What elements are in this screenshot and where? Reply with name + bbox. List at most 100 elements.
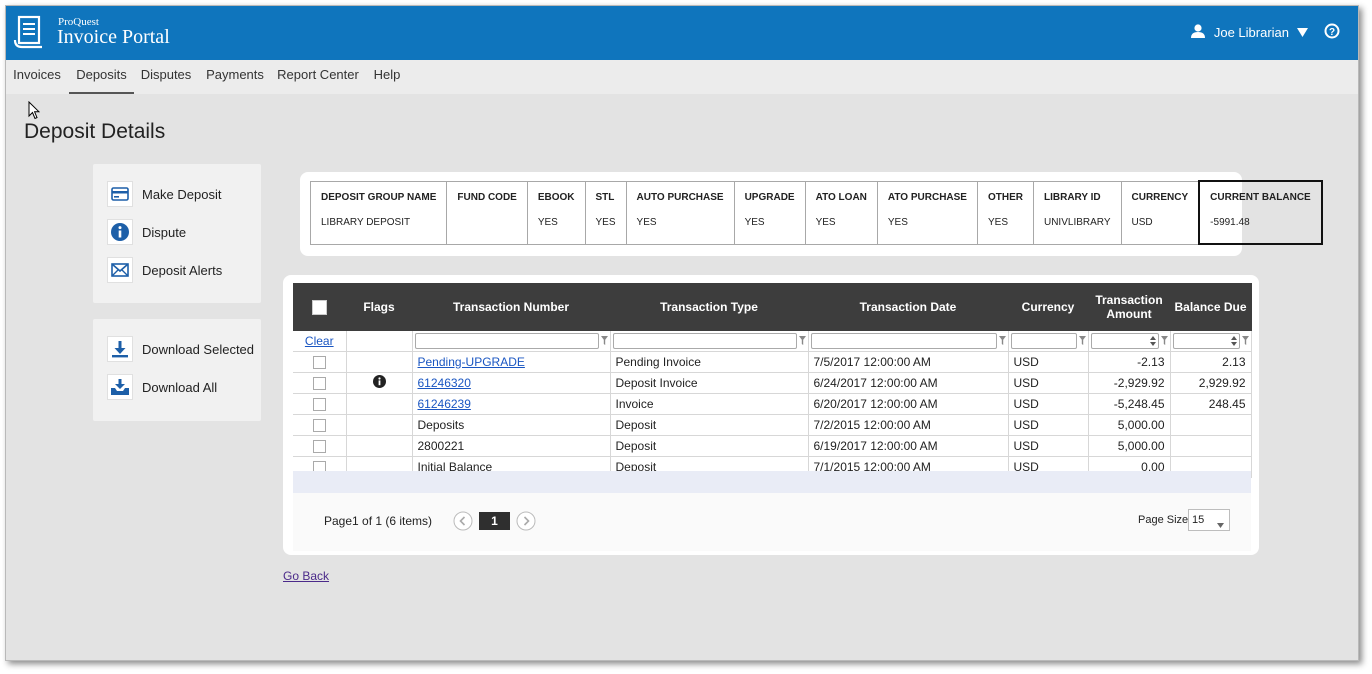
row-checkbox[interactable]: [312, 439, 326, 453]
main-nav: Invoices Deposits Disputes Payments Repo…: [6, 60, 1358, 94]
row-checkbox[interactable]: [312, 397, 326, 411]
amount-filter-input[interactable]: [1090, 332, 1159, 349]
tab-payments[interactable]: Payments: [206, 67, 264, 82]
transaction-number-link[interactable]: 61246320: [417, 375, 471, 390]
spinner-arrows-icon[interactable]: [1230, 335, 1237, 349]
download-selected-button[interactable]: Download Selected: [107, 336, 254, 362]
filter-row: Clear: [293, 331, 1252, 352]
transaction-number-link[interactable]: Pending-UPGRADE: [417, 354, 525, 369]
transaction-number-link[interactable]: 61246239: [417, 396, 471, 411]
filter-funnel-icon[interactable]: [998, 334, 1006, 348]
transaction-date-filter-cell: [808, 331, 1009, 352]
grid-empty-area: [293, 471, 1251, 494]
balance-due-cell: [1170, 414, 1252, 436]
row-checkbox[interactable]: [312, 355, 326, 369]
download-all-label: Download All: [142, 379, 218, 395]
transaction-type-filter-input[interactable]: [612, 332, 797, 349]
deposit-alerts-button[interactable]: Deposit Alerts: [107, 257, 222, 283]
balance-due-cell: 248.45: [1170, 393, 1252, 415]
transaction-amount-cell: -2.13: [1088, 351, 1171, 373]
summary-cell-ebook: EBOOK YES: [526, 180, 586, 245]
page-1-button[interactable]: 1: [479, 512, 510, 530]
transaction-date-cell: 6/20/2017 12:00:00 AM: [808, 393, 1009, 415]
brand-small-text: ProQuest: [58, 16, 99, 28]
tab-invoices[interactable]: Invoices: [13, 67, 61, 82]
transaction-amount-cell: -2,929.92: [1088, 372, 1171, 394]
header-currency[interactable]: Currency: [1008, 283, 1089, 331]
invoice-portal-logo-icon[interactable]: [12, 14, 46, 50]
page-size-value: 15: [1192, 514, 1205, 526]
tab-disputes[interactable]: Disputes: [140, 67, 192, 82]
transaction-amount-cell: 5,000.00: [1088, 435, 1171, 457]
download-selected-label: Download Selected: [142, 341, 255, 357]
currency-filter-input[interactable]: [1010, 332, 1077, 349]
balance-filter-input[interactable]: [1172, 332, 1240, 349]
table-row[interactable]: Pending-UPGRADE Pending Invoice 7/5/2017…: [293, 351, 1252, 373]
filter-funnel-icon[interactable]: [1160, 334, 1168, 348]
flags-cell: [346, 414, 413, 436]
tab-deposits[interactable]: Deposits: [69, 60, 134, 94]
filter-funnel-icon[interactable]: [1241, 334, 1249, 348]
summary-cell-currency: CURRENCY USD: [1120, 180, 1200, 245]
deposit-summary-card: DEPOSIT GROUP NAME LIBRARY DEPOSIT FUND C…: [300, 172, 1323, 256]
header-transaction-amount[interactable]: Transaction Amount: [1088, 283, 1171, 331]
filter-funnel-icon[interactable]: [600, 334, 608, 348]
user-icon: [1190, 24, 1206, 41]
svg-text:?: ?: [1329, 27, 1335, 38]
filter-funnel-icon[interactable]: [798, 334, 806, 348]
transaction-date-filter-input[interactable]: [810, 332, 997, 349]
header-flags[interactable]: Flags: [346, 283, 413, 331]
dispute-button[interactable]: Dispute: [107, 219, 186, 245]
deposit-summary-table: DEPOSIT GROUP NAME LIBRARY DEPOSIT FUND C…: [309, 180, 1323, 245]
table-row[interactable]: Deposits Deposit 7/2/2015 12:00:00 AM US…: [293, 414, 1252, 436]
currency-cell: USD: [1008, 435, 1089, 457]
header-balance-due[interactable]: Balance Due: [1170, 283, 1252, 331]
balance-filter-cell: [1170, 331, 1252, 352]
previous-page-icon[interactable]: [453, 511, 473, 534]
header-transaction-number[interactable]: Transaction Number: [412, 283, 611, 331]
table-row[interactable]: 61246239 Invoice 6/20/2017 12:00:00 AM U…: [293, 393, 1252, 415]
row-checkbox[interactable]: [312, 418, 326, 432]
transaction-amount-cell: 5,000.00: [1088, 414, 1171, 436]
transaction-number-cell: Deposits: [412, 414, 611, 436]
user-menu[interactable]: Joe Librarian ?: [1190, 23, 1340, 42]
select-all-checkbox[interactable]: [311, 299, 327, 315]
tab-report-center[interactable]: Report Center: [277, 67, 359, 82]
spinner-arrows-icon[interactable]: [1149, 335, 1156, 349]
table-row[interactable]: 2800221 Deposit 6/19/2017 12:00:00 AM US…: [293, 435, 1252, 457]
go-back-link[interactable]: Go Back: [283, 569, 330, 583]
page-size-select[interactable]: 15: [1188, 509, 1230, 531]
deposit-alerts-label: Deposit Alerts: [142, 262, 223, 278]
next-page-icon[interactable]: [516, 511, 536, 534]
transaction-date-cell: 6/19/2017 12:00:00 AM: [808, 435, 1009, 457]
table-row[interactable]: 61246320 Deposit Invoice 6/24/2017 12:00…: [293, 372, 1252, 394]
download-all-button[interactable]: Download All: [107, 374, 217, 400]
transaction-type-cell: Pending Invoice: [610, 351, 809, 373]
transaction-type-cell: Deposit Invoice: [610, 372, 809, 394]
transaction-number-cell: 61246239: [412, 393, 611, 415]
summary-cell-ato-purchase: ATO PURCHASE YES: [876, 180, 978, 245]
header-transaction-date[interactable]: Transaction Date: [808, 283, 1009, 331]
summary-cell-fund-code: FUND CODE: [446, 180, 528, 245]
flags-cell: [346, 351, 413, 373]
transactions-grid: Flags Transaction Number Transaction Typ…: [293, 283, 1252, 478]
row-checkbox[interactable]: [312, 376, 326, 390]
app-window: ProQuest Invoice Portal Joe Librarian ? …: [5, 5, 1359, 661]
help-circle-icon[interactable]: ?: [1324, 23, 1340, 42]
info-circle-icon: [107, 219, 133, 245]
dispute-label: Dispute: [142, 224, 187, 240]
clear-filters-link[interactable]: Clear: [304, 333, 334, 348]
info-flag-icon[interactable]: [372, 374, 386, 391]
transaction-type-cell: Deposit: [610, 435, 809, 457]
make-deposit-button[interactable]: Make Deposit: [107, 181, 221, 207]
caret-down-icon[interactable]: [1297, 25, 1308, 40]
filter-funnel-icon[interactable]: [1078, 334, 1086, 348]
transaction-number-filter-input[interactable]: [414, 332, 599, 349]
header-transaction-type[interactable]: Transaction Type: [610, 283, 809, 331]
summary-cell-library-id: LIBRARY ID UNIVLIBRARY: [1032, 180, 1122, 245]
amount-filter-cell: [1088, 331, 1171, 352]
tab-help[interactable]: Help: [373, 67, 401, 82]
summary-cell-ato-loan: ATO LOAN YES: [804, 180, 878, 245]
summary-cell-stl: STL YES: [584, 180, 627, 245]
grid-header-row: Flags Transaction Number Transaction Typ…: [293, 283, 1252, 331]
